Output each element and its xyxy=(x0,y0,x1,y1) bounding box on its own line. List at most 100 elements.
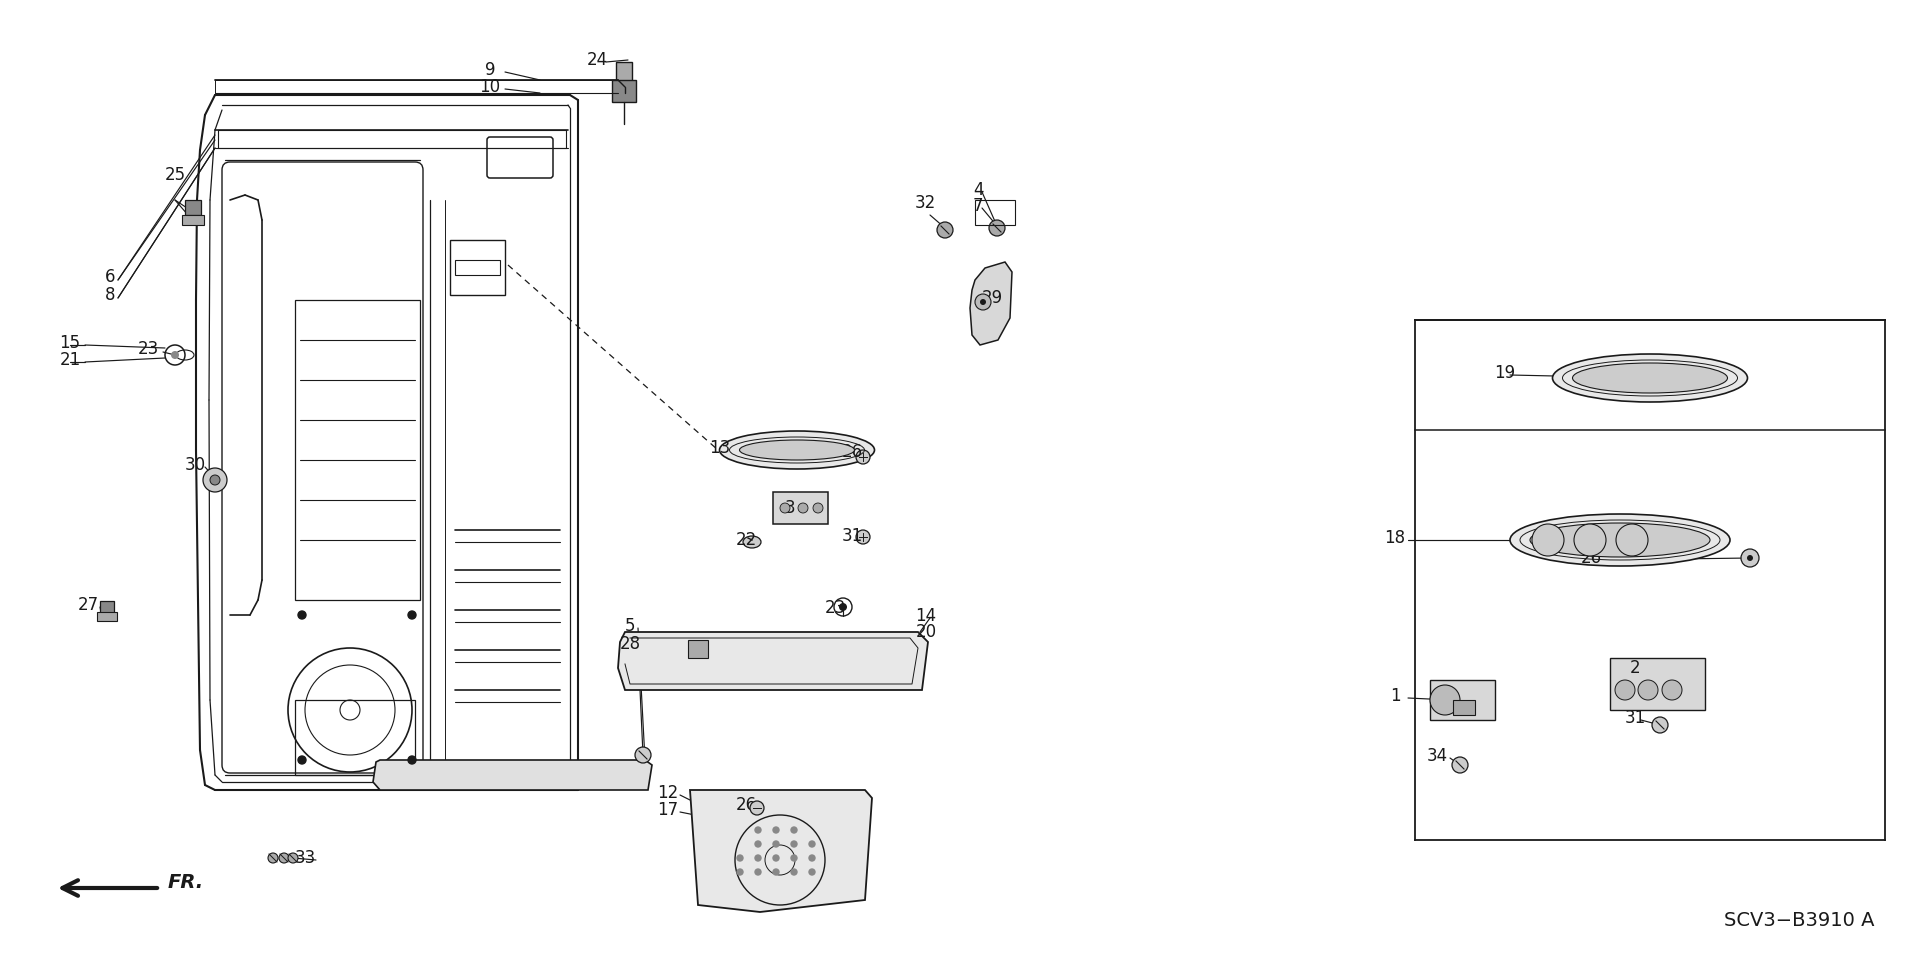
Text: 9: 9 xyxy=(484,61,495,79)
Circle shape xyxy=(278,853,290,863)
Circle shape xyxy=(288,853,298,863)
Bar xyxy=(215,80,618,93)
Text: 31: 31 xyxy=(841,527,862,545)
Circle shape xyxy=(204,468,227,492)
Text: 18: 18 xyxy=(1384,529,1405,547)
Circle shape xyxy=(636,747,651,763)
Bar xyxy=(687,640,708,658)
Text: 1: 1 xyxy=(1390,687,1400,705)
Circle shape xyxy=(755,827,760,833)
Polygon shape xyxy=(372,760,653,790)
Text: 8: 8 xyxy=(106,286,115,304)
Circle shape xyxy=(856,530,870,544)
Text: 23: 23 xyxy=(824,599,845,617)
Bar xyxy=(1611,658,1705,710)
Circle shape xyxy=(808,841,814,847)
Text: 32: 32 xyxy=(914,194,935,212)
Bar xyxy=(449,240,505,295)
Circle shape xyxy=(812,503,824,513)
Text: 19: 19 xyxy=(1494,364,1515,382)
Text: 3: 3 xyxy=(785,499,795,517)
Polygon shape xyxy=(618,632,927,690)
Bar xyxy=(98,612,117,621)
Bar xyxy=(975,200,1016,225)
Text: 26: 26 xyxy=(735,796,756,814)
Text: 25: 25 xyxy=(165,166,186,184)
Circle shape xyxy=(791,841,797,847)
Circle shape xyxy=(298,611,305,619)
Text: 34: 34 xyxy=(1427,747,1448,765)
Circle shape xyxy=(799,503,808,513)
Text: FR.: FR. xyxy=(169,874,204,893)
Text: 23: 23 xyxy=(138,340,159,358)
Circle shape xyxy=(989,220,1004,236)
Circle shape xyxy=(774,827,780,833)
Text: 12: 12 xyxy=(657,784,678,802)
Ellipse shape xyxy=(1572,363,1728,393)
Bar xyxy=(100,601,113,613)
Text: 24: 24 xyxy=(586,51,607,69)
Circle shape xyxy=(1617,524,1647,556)
Circle shape xyxy=(791,827,797,833)
FancyBboxPatch shape xyxy=(774,492,828,524)
Circle shape xyxy=(1532,524,1565,556)
Circle shape xyxy=(1615,680,1636,700)
Circle shape xyxy=(1741,549,1759,567)
Bar xyxy=(1453,700,1475,715)
Text: 26: 26 xyxy=(841,443,862,461)
Text: 28: 28 xyxy=(620,635,641,653)
Circle shape xyxy=(1452,757,1469,773)
Circle shape xyxy=(791,855,797,861)
Circle shape xyxy=(755,841,760,847)
Circle shape xyxy=(780,503,789,513)
Text: 20: 20 xyxy=(916,623,937,641)
Ellipse shape xyxy=(739,440,854,460)
Text: 14: 14 xyxy=(916,607,937,625)
Circle shape xyxy=(774,855,780,861)
Circle shape xyxy=(1747,555,1753,561)
Text: 15: 15 xyxy=(60,334,81,352)
Circle shape xyxy=(1430,685,1459,715)
Ellipse shape xyxy=(743,536,760,548)
Circle shape xyxy=(774,841,780,847)
Ellipse shape xyxy=(1530,523,1711,557)
Bar xyxy=(616,62,632,82)
Polygon shape xyxy=(970,262,1012,345)
Circle shape xyxy=(407,611,417,619)
Text: 33: 33 xyxy=(294,849,315,867)
Circle shape xyxy=(298,756,305,764)
Circle shape xyxy=(269,853,278,863)
Text: 26: 26 xyxy=(1580,549,1601,567)
Circle shape xyxy=(209,475,221,485)
Circle shape xyxy=(1638,680,1659,700)
Bar xyxy=(182,215,204,225)
Circle shape xyxy=(1651,717,1668,733)
Text: SCV3−B3910 A: SCV3−B3910 A xyxy=(1724,910,1876,929)
Text: 10: 10 xyxy=(480,78,501,96)
Circle shape xyxy=(774,869,780,875)
Circle shape xyxy=(839,603,847,611)
Circle shape xyxy=(975,294,991,310)
Text: 7: 7 xyxy=(973,197,983,215)
Circle shape xyxy=(755,855,760,861)
Circle shape xyxy=(791,869,797,875)
Text: 4: 4 xyxy=(973,181,983,199)
Text: 2: 2 xyxy=(1630,659,1640,677)
Ellipse shape xyxy=(1509,514,1730,566)
Text: 22: 22 xyxy=(735,531,756,549)
Text: 30: 30 xyxy=(184,456,205,474)
Text: 29: 29 xyxy=(981,289,1002,307)
Text: 27: 27 xyxy=(77,596,98,614)
Circle shape xyxy=(737,855,743,861)
Bar xyxy=(296,300,420,600)
Bar xyxy=(184,200,202,215)
Bar xyxy=(296,700,415,775)
Circle shape xyxy=(1574,524,1605,556)
Circle shape xyxy=(407,756,417,764)
Text: 13: 13 xyxy=(708,439,732,457)
Circle shape xyxy=(737,869,743,875)
Ellipse shape xyxy=(1553,354,1747,402)
Bar xyxy=(612,80,636,102)
Circle shape xyxy=(1663,680,1682,700)
Circle shape xyxy=(937,222,952,238)
